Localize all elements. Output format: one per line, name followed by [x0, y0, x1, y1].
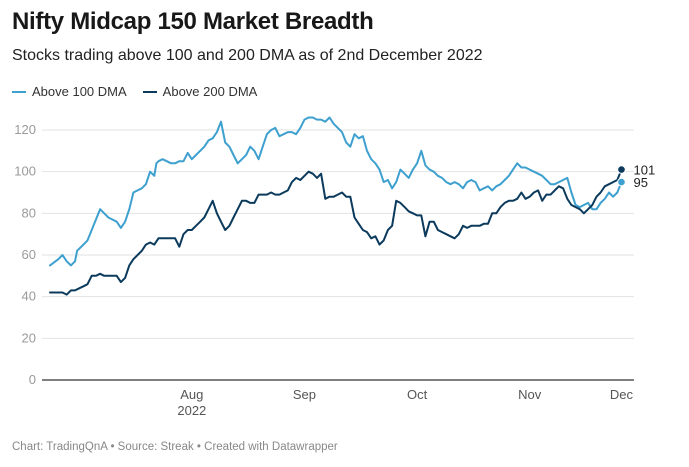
x-tick-label-oct: Oct — [407, 387, 428, 402]
y-tick-label-20: 20 — [22, 330, 36, 345]
legend-label-above-100: Above 100 DMA — [32, 84, 127, 99]
y-tick-label-0: 0 — [29, 372, 36, 387]
x-tick-label-dec: Dec — [610, 387, 634, 402]
legend-swatch-above-200 — [142, 90, 157, 93]
x-tick-label-nov: Nov — [518, 387, 542, 402]
y-tick-label-80: 80 — [22, 205, 36, 220]
chart-footer: Chart: TradingQnA • Source: Streak • Cre… — [12, 441, 338, 453]
y-tick-label-100: 100 — [14, 164, 36, 179]
chart-title: Nifty Midcap 150 Market Breadth — [12, 8, 374, 35]
x-tick-label-aug: Aug — [180, 387, 203, 402]
legend-label-above-200: Above 200 DMA — [162, 84, 258, 99]
y-tick-label-40: 40 — [22, 289, 36, 304]
end-dot-above-100-dma — [617, 177, 626, 187]
end-label-above-200-dma: 101 — [633, 163, 655, 178]
y-tick-label-120: 120 — [14, 122, 36, 137]
x-tick-sublabel-year: 2022 — [177, 403, 206, 418]
legend-item-above-100: Above 100 DMA — [12, 84, 127, 99]
series-line-above-100-dma — [49, 116, 623, 267]
y-tick-label-60: 60 — [22, 247, 36, 262]
end-dot-above-200-dma — [617, 165, 626, 174]
legend-item-above-200: Above 200 DMA — [142, 84, 258, 99]
chart-subtitle: Stocks trading above 100 and 200 DMA as … — [12, 47, 483, 64]
legend: Above 100 DMA Above 200 DMA — [12, 84, 257, 99]
legend-swatch-above-100 — [12, 90, 26, 93]
series-line-above-200-dma — [49, 168, 623, 296]
end-label-above-100-dma: 95 — [633, 175, 647, 190]
x-tick-label-sep: Sep — [293, 387, 316, 402]
